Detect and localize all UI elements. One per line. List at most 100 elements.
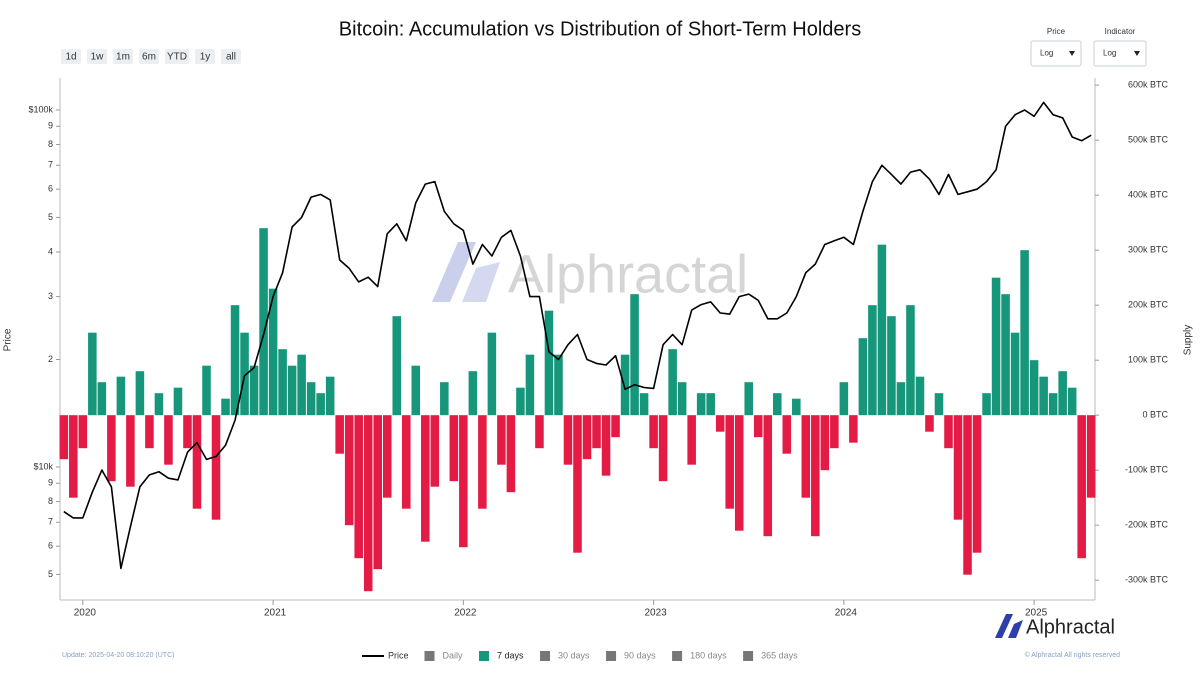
legend-swatch <box>672 651 683 661</box>
bar <box>972 415 982 553</box>
bar <box>544 310 554 416</box>
legend-swatch <box>479 651 490 661</box>
x-tick-label: 2023 <box>644 608 667 619</box>
legend-item[interactable]: 180 days <box>672 650 727 661</box>
bar <box>78 415 88 449</box>
bar <box>953 415 963 520</box>
button-bg <box>195 49 215 64</box>
bar <box>734 415 744 531</box>
y2-axis-title: Supply <box>1183 325 1194 356</box>
bar <box>202 365 211 416</box>
legend-label: 90 days <box>624 650 656 660</box>
bar <box>107 415 116 482</box>
bar <box>620 354 630 416</box>
bar <box>192 415 202 509</box>
bar <box>478 415 487 509</box>
y-tick-label: $10k <box>33 461 53 471</box>
button-bg <box>139 49 159 64</box>
bar <box>573 415 582 553</box>
y2-tick-label: 100k BTC <box>1128 355 1169 365</box>
bar <box>830 415 839 449</box>
logo-text: Alphractal <box>1026 616 1115 638</box>
bar <box>278 349 287 416</box>
y-tick-label: 7 <box>48 517 53 527</box>
bar <box>506 415 516 493</box>
bar <box>392 316 402 416</box>
bar <box>145 415 154 449</box>
button-bg <box>221 49 241 64</box>
y2-tick-label: 400k BTC <box>1128 190 1169 200</box>
watermark-text: Alphractal <box>508 244 748 304</box>
bar <box>1077 415 1086 559</box>
button-label: 1w <box>91 52 105 63</box>
bar <box>297 354 306 416</box>
legend-item[interactable]: 365 days <box>743 650 798 661</box>
x-tick-label: 2022 <box>454 608 477 619</box>
bar <box>582 415 592 460</box>
bar <box>1001 294 1010 416</box>
button-label: YTD <box>167 52 187 63</box>
bar <box>126 415 135 487</box>
watermark-logo <box>462 262 500 302</box>
range-button[interactable]: YTD <box>165 49 189 64</box>
bar <box>325 376 335 416</box>
y2-tick-label: 600k BTC <box>1128 80 1169 90</box>
bar <box>154 393 164 416</box>
bar <box>316 393 325 416</box>
y-tick-label: 8 <box>48 139 53 149</box>
bar <box>97 382 107 416</box>
bar <box>601 415 611 476</box>
bar <box>925 415 934 432</box>
bar <box>706 393 715 416</box>
range-button[interactable]: 1w <box>87 49 107 64</box>
bar <box>792 398 801 416</box>
y2-tick-label: 500k BTC <box>1128 135 1169 145</box>
update-note: Update: 2025-04-20 08:10:20 (UTC) <box>62 652 174 659</box>
copyright: © Alphractal All rights reserved <box>1025 651 1121 659</box>
bar <box>772 393 782 416</box>
bar <box>69 415 78 498</box>
bar <box>259 228 268 416</box>
dropdown[interactable]: Log <box>1030 40 1082 67</box>
range-button[interactable]: 1m <box>113 49 133 64</box>
range-button[interactable]: 6m <box>139 49 159 64</box>
range-button[interactable]: all <box>221 49 241 64</box>
legend-item[interactable]: 30 days <box>540 650 590 661</box>
bar <box>687 415 696 465</box>
logo-mark <box>995 614 1013 638</box>
range-button[interactable]: 1d <box>61 49 81 64</box>
bar <box>88 332 97 416</box>
bar <box>116 376 126 416</box>
bar <box>516 387 525 416</box>
bar <box>811 415 820 537</box>
bar <box>525 354 535 416</box>
bar <box>630 294 639 416</box>
bar <box>963 415 972 575</box>
bar <box>1048 393 1058 416</box>
bar <box>649 415 658 449</box>
range-button[interactable]: 1y <box>195 49 215 64</box>
bar <box>449 415 459 482</box>
dropdown-arrow <box>1069 51 1075 56</box>
dropdown[interactable]: Log <box>1093 40 1147 67</box>
logo: Alphractal <box>995 614 1115 638</box>
bar <box>1067 387 1077 416</box>
button-label: 1y <box>200 52 211 63</box>
y2-tick-label: -300k BTC <box>1125 575 1169 585</box>
legend-item[interactable]: 90 days <box>606 650 656 661</box>
legend-item[interactable]: Price <box>362 650 409 660</box>
chart-title: Bitcoin: Accumulation vs Distribution of… <box>339 18 861 40</box>
legend-item[interactable]: 7 days <box>479 650 524 661</box>
bar <box>725 415 734 509</box>
bar <box>421 415 430 542</box>
bar <box>744 382 754 416</box>
legend-item[interactable]: Daily <box>424 650 464 661</box>
bar <box>411 365 421 416</box>
bar <box>782 415 792 454</box>
bar <box>868 305 877 416</box>
bar <box>763 415 773 537</box>
bar <box>1010 332 1020 416</box>
y-tick-label: 5 <box>48 569 53 579</box>
dropdown-box <box>1093 40 1147 67</box>
